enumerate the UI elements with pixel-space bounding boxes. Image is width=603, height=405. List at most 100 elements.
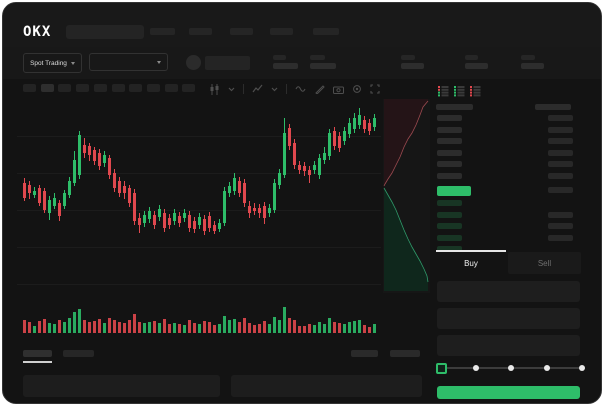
timeframe-button-1[interactable]: [23, 84, 36, 92]
tab-buy[interactable]: Buy: [436, 252, 506, 274]
bottom-action-1[interactable]: [351, 350, 378, 357]
slider-dot-0pct[interactable]: [436, 363, 447, 374]
ask-row-price[interactable]: [437, 172, 462, 179]
ask-row-amount: [548, 126, 573, 133]
book-asks-only-icon[interactable]: [470, 84, 481, 102]
bottom-tab-active-underline: [23, 361, 52, 363]
volume-bar: [68, 318, 71, 333]
volume-bar: [318, 322, 321, 333]
bid-row-price[interactable]: [437, 234, 462, 241]
nav-item-2[interactable]: [189, 28, 212, 35]
bottom-tab-2[interactable]: [63, 350, 94, 357]
candle-body: [118, 181, 121, 193]
volume-bar: [188, 320, 191, 333]
volume-bar: [243, 318, 246, 333]
candle-body: [283, 133, 286, 175]
nav-item-1[interactable]: [150, 28, 175, 35]
timeframe-button-10[interactable]: [182, 84, 196, 92]
timeframe-button-4[interactable]: [76, 84, 90, 92]
volume-bar: [313, 325, 316, 333]
candle-body: [293, 143, 296, 165]
timeframe-button-7[interactable]: [129, 84, 143, 92]
volume-bar: [298, 326, 301, 333]
stat-value-1: [273, 63, 298, 69]
volume-bar: [58, 320, 61, 333]
gridline-4: [17, 247, 381, 248]
slider-dot-100pct[interactable]: [579, 365, 585, 371]
ask-row-price[interactable]: [437, 126, 462, 133]
tab-sell[interactable]: Sell: [508, 252, 581, 274]
amount-field[interactable]: [437, 308, 580, 329]
total-field[interactable]: [437, 335, 580, 356]
volume-bar: [238, 322, 241, 333]
buy-submit-button[interactable]: [437, 386, 580, 399]
volume-bar: [288, 318, 291, 333]
orderbook-rows: [433, 79, 593, 252]
pair-dropdown[interactable]: [89, 53, 168, 71]
last-price-bar[interactable]: [437, 186, 471, 196]
candle-body: [188, 215, 191, 228]
ticker-stats-row: [3, 47, 601, 79]
candle-body: [368, 123, 371, 131]
candle-body: [363, 120, 366, 129]
volume-bar: [43, 319, 46, 333]
ask-row-price[interactable]: [437, 161, 462, 167]
candle-body: [308, 170, 311, 175]
timeframe-button-5[interactable]: [93, 84, 107, 92]
bid-row-price[interactable]: [437, 223, 462, 229]
book-bids-only-icon[interactable]: [454, 84, 465, 102]
fullscreen-icon[interactable]: [370, 84, 380, 94]
timeframe-button-2[interactable]: [40, 84, 54, 92]
settings-icon[interactable]: [352, 84, 362, 94]
bid-row-price[interactable]: [437, 200, 462, 206]
volume-bar: [293, 320, 296, 333]
candle-body: [338, 136, 341, 148]
indicators-icon[interactable]: [252, 84, 263, 95]
nav-item-4[interactable]: [270, 28, 293, 35]
timeframe-button-8[interactable]: [146, 84, 160, 92]
pair-name-placeholder[interactable]: [205, 56, 250, 70]
candle-body: [298, 165, 301, 170]
slider-dot-75pct[interactable]: [543, 365, 550, 371]
market-type-dropdown[interactable]: Spot Trading: [23, 53, 82, 73]
slider-dot-25pct[interactable]: [472, 365, 479, 371]
amount-slider[interactable]: [436, 361, 585, 375]
candle-body: [68, 181, 71, 195]
bottom-action-2[interactable]: [390, 350, 420, 357]
volume-bar: [363, 325, 366, 333]
volume-bar: [103, 323, 106, 333]
candle-body: [138, 218, 141, 225]
search-input[interactable]: [66, 25, 144, 39]
price-field[interactable]: [437, 281, 580, 302]
volume-bar: [348, 322, 351, 333]
nav-item-5[interactable]: [313, 28, 339, 35]
nav-item-3[interactable]: [230, 28, 253, 35]
ask-row-price[interactable]: [437, 115, 462, 121]
candle-body: [288, 128, 291, 146]
volume-bar: [98, 319, 101, 333]
timeframe-button-3[interactable]: [58, 84, 72, 92]
candle-style-icon[interactable]: [209, 83, 220, 95]
volume-bar: [233, 319, 236, 333]
ask-row-price[interactable]: [437, 138, 462, 144]
stat-label-2: [310, 55, 325, 60]
camera-icon[interactable]: [333, 85, 344, 94]
slider-dot-50pct[interactable]: [508, 365, 514, 371]
trade-tabs: Buy Sell: [436, 250, 581, 275]
wave-icon[interactable]: [295, 85, 307, 93]
bottom-tab-1[interactable]: [23, 350, 52, 357]
bid-row-price[interactable]: [437, 211, 462, 218]
volume-bar: [73, 312, 76, 333]
stat-value-3: [401, 63, 424, 69]
draw-icon[interactable]: [315, 84, 325, 94]
volume-bar: [283, 307, 286, 333]
timeframe-button-9[interactable]: [164, 84, 178, 92]
bid-row-price[interactable]: [437, 246, 462, 252]
book-combined-icon[interactable]: [438, 84, 449, 102]
candle-body: [228, 186, 231, 193]
volume-bar: [308, 324, 311, 333]
gridline-1: [17, 136, 381, 137]
ask-row-price[interactable]: [437, 149, 462, 156]
timeframe-button-6[interactable]: [111, 84, 125, 92]
depth-asks-line: [383, 100, 429, 187]
